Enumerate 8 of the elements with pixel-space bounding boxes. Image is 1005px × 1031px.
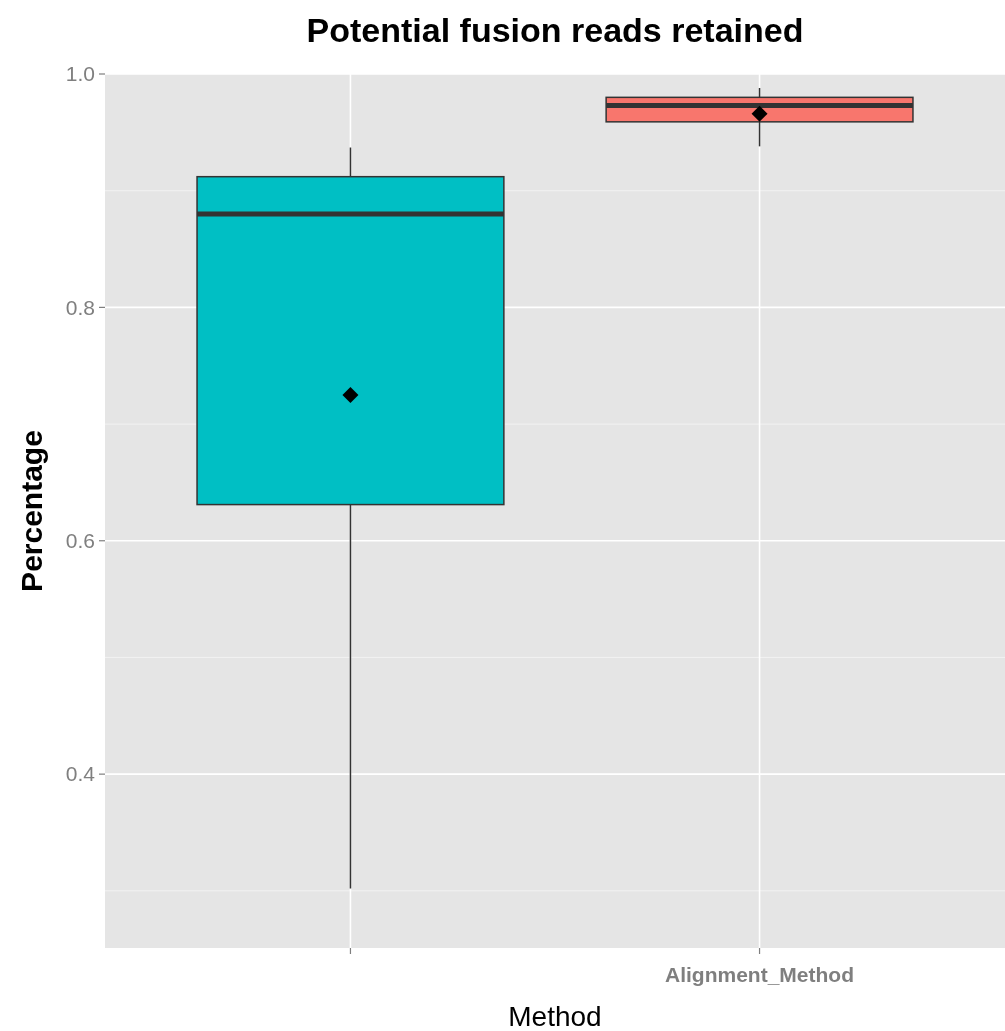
y-tick-label: 0.8 bbox=[65, 295, 95, 319]
y-tick-label: 0.6 bbox=[65, 529, 95, 553]
x-tick-label: Alignment_Method bbox=[665, 963, 855, 986]
y-tick-label: 0.4 bbox=[65, 762, 96, 786]
x-axis-title: Method bbox=[508, 1001, 602, 1031]
y-axis-title: Percentage bbox=[15, 430, 48, 592]
y-tick-label: 1.0 bbox=[65, 62, 95, 86]
chart-title: Potential fusion reads retained bbox=[306, 11, 804, 49]
